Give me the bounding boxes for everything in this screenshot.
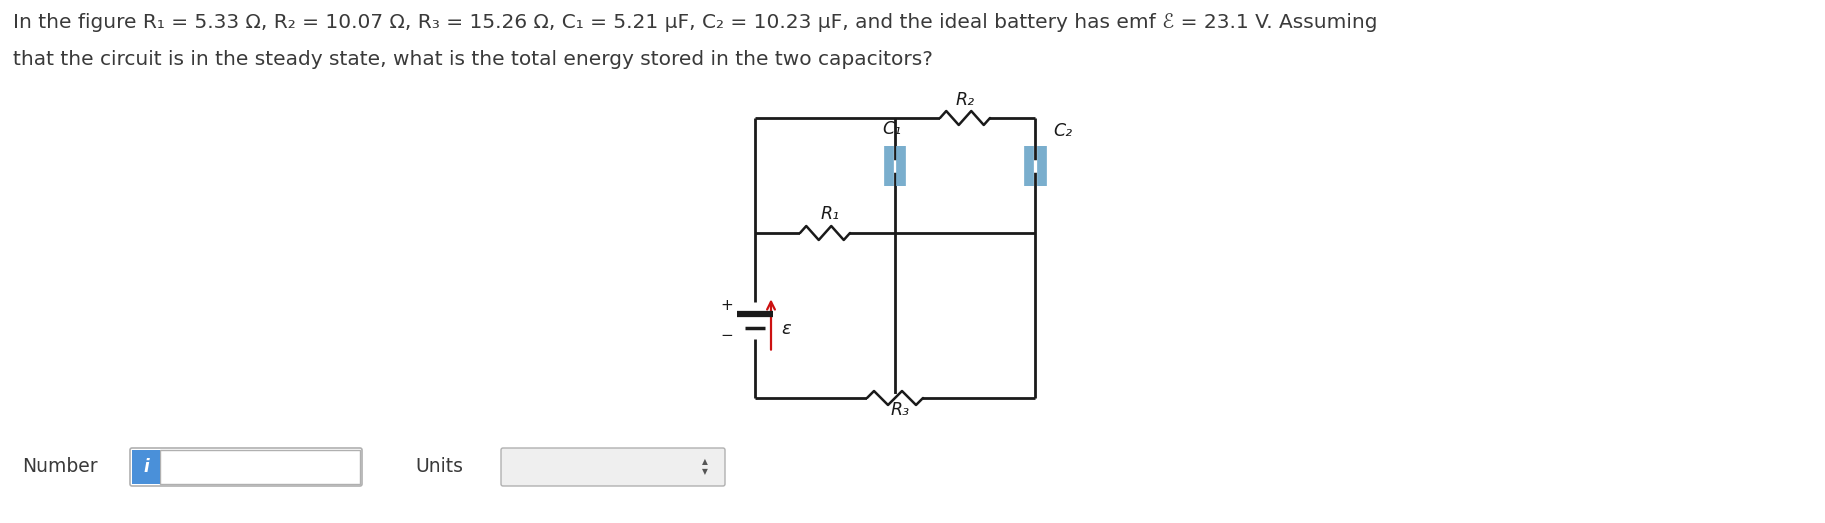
FancyBboxPatch shape xyxy=(131,450,161,484)
Text: R₁: R₁ xyxy=(821,205,840,223)
Text: ε: ε xyxy=(781,320,790,337)
FancyBboxPatch shape xyxy=(161,450,360,484)
Text: i: i xyxy=(142,458,150,476)
Text: ▲: ▲ xyxy=(703,458,708,467)
Text: Units: Units xyxy=(414,458,464,476)
Text: ▼: ▼ xyxy=(703,468,708,476)
Text: In the figure R₁ = 5.33 Ω, R₂ = 10.07 Ω, R₃ = 15.26 Ω, C₁ = 5.21 μF, C₂ = 10.23 : In the figure R₁ = 5.33 Ω, R₂ = 10.07 Ω,… xyxy=(13,13,1378,32)
Text: +: + xyxy=(721,298,734,313)
Text: C₁: C₁ xyxy=(883,119,902,138)
Text: R₃: R₃ xyxy=(891,401,909,419)
Text: that the circuit is in the steady state, what is the total energy stored in the : that the circuit is in the steady state,… xyxy=(13,50,933,69)
Text: Number: Number xyxy=(22,458,97,476)
Text: −: − xyxy=(721,328,734,344)
Text: R₂: R₂ xyxy=(956,91,975,109)
FancyBboxPatch shape xyxy=(502,448,725,486)
Text: C₂: C₂ xyxy=(1053,122,1071,141)
